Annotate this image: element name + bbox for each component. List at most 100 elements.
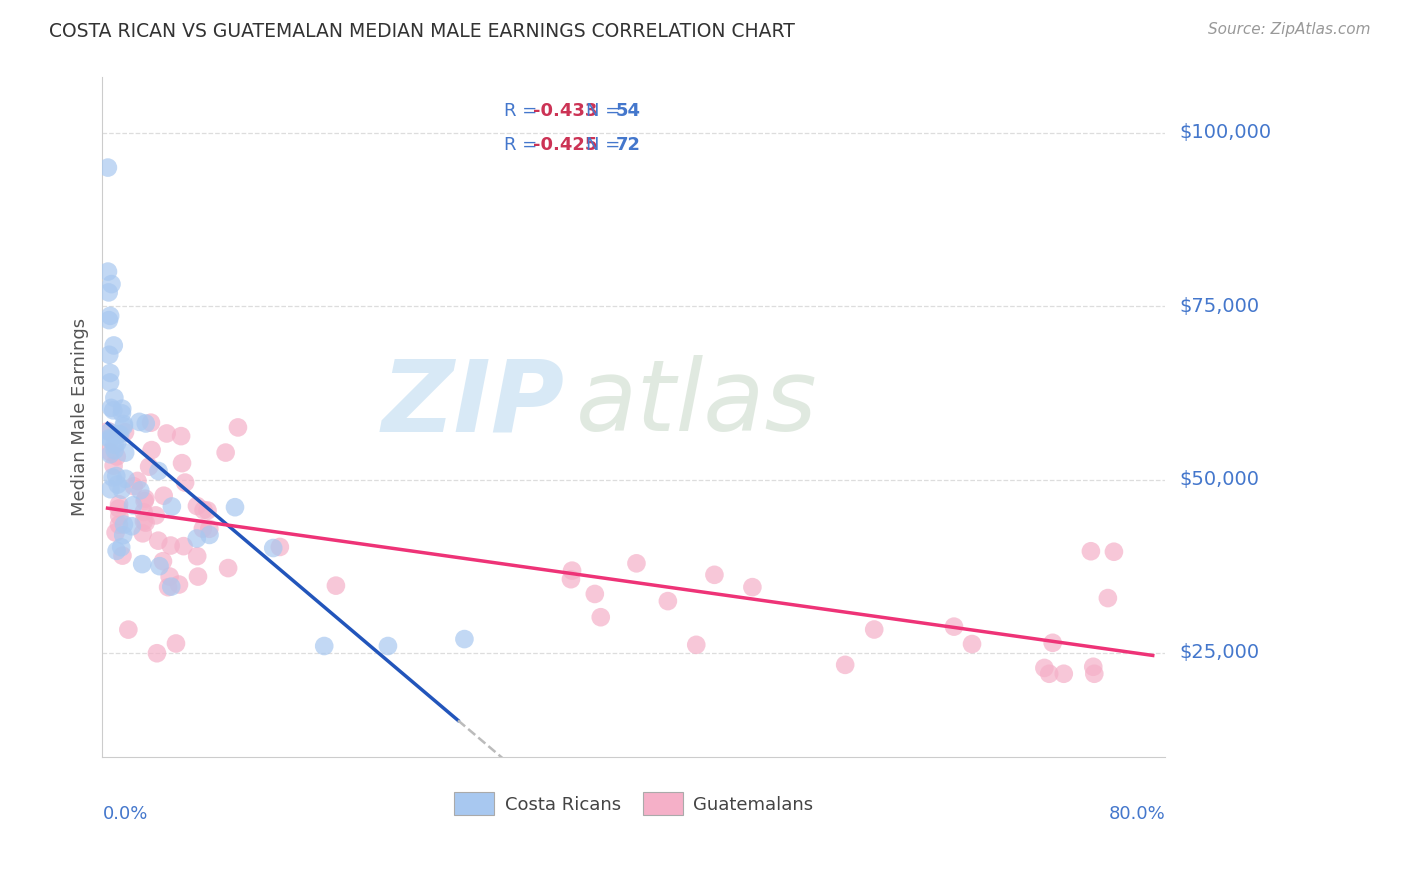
Point xyxy=(224,500,246,515)
Point xyxy=(583,587,606,601)
Text: 72: 72 xyxy=(616,136,641,154)
Point xyxy=(103,338,125,352)
Point xyxy=(108,427,131,442)
Point xyxy=(134,494,156,508)
Point xyxy=(98,376,121,390)
Text: $100,000: $100,000 xyxy=(1180,123,1271,143)
Point xyxy=(148,533,170,548)
Point xyxy=(132,514,155,528)
Legend: Costa Ricans, Guatemalans: Costa Ricans, Guatemalans xyxy=(447,785,821,822)
Text: COSTA RICAN VS GUATEMALAN MEDIAN MALE EARNINGS CORRELATION CHART: COSTA RICAN VS GUATEMALAN MEDIAN MALE EA… xyxy=(49,22,794,41)
Point xyxy=(131,557,153,571)
Point xyxy=(98,366,121,380)
Text: $25,000: $25,000 xyxy=(1180,643,1260,663)
Point xyxy=(187,569,209,583)
Point xyxy=(108,497,131,511)
Point xyxy=(160,500,183,514)
Point xyxy=(1097,591,1119,605)
Point xyxy=(117,623,139,637)
Text: -0.433: -0.433 xyxy=(533,103,598,120)
Point xyxy=(197,503,219,517)
Point xyxy=(214,445,236,459)
Point xyxy=(97,285,120,300)
Point xyxy=(167,577,190,591)
Text: 54: 54 xyxy=(616,103,641,120)
Point xyxy=(98,447,121,461)
Point xyxy=(159,539,181,553)
Point xyxy=(98,433,121,447)
Point xyxy=(741,580,763,594)
Point xyxy=(98,425,121,439)
Point xyxy=(105,544,128,558)
Point xyxy=(104,443,127,458)
Point xyxy=(135,516,157,530)
Point xyxy=(148,559,170,574)
Point xyxy=(112,419,135,434)
Point xyxy=(685,638,707,652)
Point xyxy=(1102,545,1125,559)
Point xyxy=(112,417,135,432)
Point xyxy=(98,431,121,445)
Point xyxy=(121,519,143,533)
Text: -0.425: -0.425 xyxy=(533,136,598,154)
Point xyxy=(111,406,134,420)
Point xyxy=(170,456,193,470)
Point xyxy=(1083,666,1105,681)
Point xyxy=(111,483,134,497)
Point xyxy=(156,426,179,441)
Text: atlas: atlas xyxy=(575,355,817,452)
Point xyxy=(960,637,983,651)
Text: N =: N = xyxy=(586,136,626,154)
Point xyxy=(112,528,135,542)
Point xyxy=(834,657,856,672)
Point xyxy=(128,415,150,429)
Point xyxy=(100,277,122,292)
Point xyxy=(114,425,136,439)
Point xyxy=(703,567,725,582)
Point xyxy=(1038,666,1060,681)
Point xyxy=(138,459,160,474)
Text: 0.0%: 0.0% xyxy=(103,805,148,822)
Point xyxy=(560,572,582,586)
Text: $75,000: $75,000 xyxy=(1180,297,1260,316)
Point xyxy=(186,499,208,513)
Point xyxy=(105,469,128,483)
Point xyxy=(107,501,129,516)
Point xyxy=(97,313,120,327)
Point xyxy=(105,435,128,450)
Point xyxy=(114,445,136,459)
Point xyxy=(262,541,284,555)
Point xyxy=(1042,636,1064,650)
Point xyxy=(186,549,208,564)
Point xyxy=(141,443,163,458)
Point xyxy=(122,498,145,512)
Text: Source: ZipAtlas.com: Source: ZipAtlas.com xyxy=(1208,22,1371,37)
Point xyxy=(1083,660,1105,674)
Point xyxy=(103,403,125,417)
Point xyxy=(112,517,135,532)
Point xyxy=(129,483,152,498)
Y-axis label: Median Male Earnings: Median Male Earnings xyxy=(72,318,89,516)
Point xyxy=(145,508,167,523)
Point xyxy=(226,420,249,434)
Point xyxy=(97,424,120,438)
Point xyxy=(107,427,129,442)
Point xyxy=(589,610,612,624)
Point xyxy=(122,479,145,493)
Point xyxy=(943,620,966,634)
Point xyxy=(108,517,131,532)
Point xyxy=(98,309,121,323)
Point xyxy=(217,561,239,575)
Point xyxy=(191,522,214,536)
Point xyxy=(111,401,134,416)
Point xyxy=(863,623,886,637)
Point xyxy=(132,526,155,541)
Point xyxy=(1033,661,1056,675)
Point xyxy=(198,528,221,542)
Text: N =: N = xyxy=(586,103,626,120)
Point xyxy=(101,470,124,484)
Point xyxy=(139,416,162,430)
Point xyxy=(103,438,125,452)
Point xyxy=(174,475,197,490)
Point xyxy=(105,450,128,464)
